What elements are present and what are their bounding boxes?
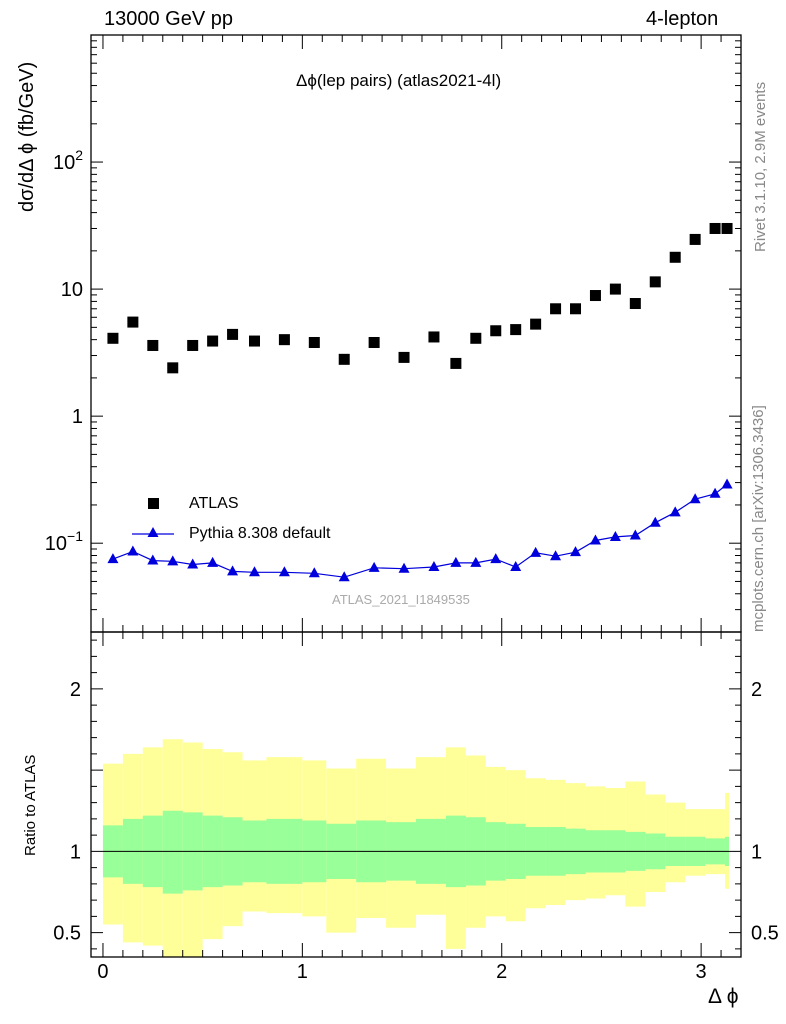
upper-y-axis-label: dσ/dΔ ϕ (fb/GeV) — [16, 61, 38, 212]
ratio-y-tick-label: 2 — [70, 679, 81, 701]
atlas-point — [278, 334, 290, 346]
pythia-point — [609, 530, 621, 541]
x-tick-label: 2 — [496, 961, 507, 983]
inner-band-bin — [162, 810, 183, 894]
atlas-point — [398, 351, 410, 363]
pythia-point — [187, 558, 199, 569]
pythia-point — [490, 553, 502, 564]
legend-markers — [132, 498, 174, 537]
pythia-point — [147, 554, 159, 565]
ratio-uncertainty-bands — [102, 739, 730, 957]
upper-y-tick-label: 10−1 — [45, 528, 83, 555]
ratio-y-axis-label: Ratio to ATLAS — [22, 754, 39, 856]
atlas-point — [669, 251, 681, 263]
pythia-point — [207, 556, 219, 567]
atlas-point — [689, 233, 701, 245]
atlas-point — [338, 353, 350, 365]
pythia-point — [530, 546, 542, 557]
analysis-watermark: ATLAS_2021_I1849535 — [332, 592, 470, 607]
x-tick-label: 1 — [297, 961, 308, 983]
atlas-point — [368, 336, 380, 348]
pythia-point — [167, 555, 179, 566]
pythia-point — [338, 571, 350, 582]
atlas-point — [530, 318, 542, 330]
pythia-point — [248, 566, 260, 577]
axis-frames — [90, 34, 742, 958]
atlas-point — [167, 362, 179, 374]
atlas-point — [550, 303, 562, 315]
ratio-y-tick-label-right: 0.5 — [751, 923, 779, 945]
atlas-point — [470, 332, 482, 344]
atlas-point — [207, 335, 219, 347]
x-tick-label: 3 — [696, 961, 707, 983]
atlas-point — [428, 331, 440, 343]
upper-y-tick-label: 102 — [53, 147, 83, 174]
ratio-y-tick-label-right: 2 — [751, 679, 762, 701]
upper-y-tick-label: 10 — [61, 279, 83, 301]
legend-marker-atlas — [148, 498, 159, 509]
ratio-y-tick-label: 1 — [70, 841, 81, 863]
tick-labels: 10−1 1 10 102 0 1 2 3 0.5 0.5 1 1 2 2 — [45, 147, 779, 983]
atlas-point — [609, 283, 621, 295]
legend-label-atlas: ATLAS — [189, 495, 239, 512]
pythia-point — [709, 487, 721, 498]
x-axis-label: Δ ϕ — [708, 985, 739, 1008]
pythia-point — [428, 560, 440, 571]
legend-marker-pythia — [147, 527, 159, 537]
atlas-point — [510, 324, 522, 336]
header-channel-label: 4-lepton — [646, 8, 719, 30]
pythia-point — [669, 506, 681, 517]
pythia-point — [629, 529, 641, 540]
plot-title: Δϕ(lep pairs) (atlas2021-4l) — [296, 71, 502, 90]
atlas-point — [107, 332, 119, 344]
pythia-point — [649, 516, 661, 527]
pythia-point — [470, 556, 482, 567]
pythia-point — [721, 478, 733, 489]
pythia-point — [589, 534, 601, 545]
ratio-y-tick-label: 0.5 — [53, 923, 81, 945]
mcplots-credit-label: mcplots.cern.ch [arXiv:1306.3436] — [750, 405, 767, 632]
pythia-point — [227, 565, 239, 576]
pythia-point — [570, 546, 582, 557]
atlas-point — [629, 298, 641, 310]
rivet-version-label: Rivet 3.1.10, 2.9M events — [752, 81, 769, 252]
pythia-point — [308, 567, 320, 578]
pythia-point — [127, 545, 139, 556]
pythia-point — [689, 493, 701, 504]
x-tick-label: 0 — [97, 961, 108, 983]
ratio-y-tick-label-right: 1 — [751, 841, 762, 863]
atlas-point — [450, 357, 462, 369]
atlas-point — [570, 303, 582, 315]
atlas-point — [308, 336, 320, 348]
atlas-point — [721, 222, 733, 234]
atlas-point — [227, 328, 239, 340]
upper-plot-markers — [107, 222, 733, 582]
pythia-point — [278, 566, 290, 577]
pythia-point — [510, 560, 522, 571]
pythia-point — [550, 550, 562, 561]
atlas-point — [248, 335, 260, 347]
pythia-point — [450, 556, 462, 567]
header-energy-label: 13000 GeV pp — [104, 8, 233, 30]
legend-label-pythia: Pythia 8.308 default — [189, 525, 331, 542]
upper-y-tick-label: 1 — [72, 406, 83, 428]
atlas-point — [127, 316, 139, 328]
pythia-point — [107, 553, 119, 564]
pythia-point — [398, 562, 410, 573]
atlas-point — [147, 339, 159, 351]
pythia-point — [368, 561, 380, 572]
atlas-point — [187, 339, 199, 351]
atlas-point — [649, 276, 661, 288]
atlas-point — [589, 290, 601, 302]
atlas-point — [709, 222, 721, 234]
ratio-plot-frame — [90, 631, 742, 958]
atlas-point — [490, 325, 502, 337]
